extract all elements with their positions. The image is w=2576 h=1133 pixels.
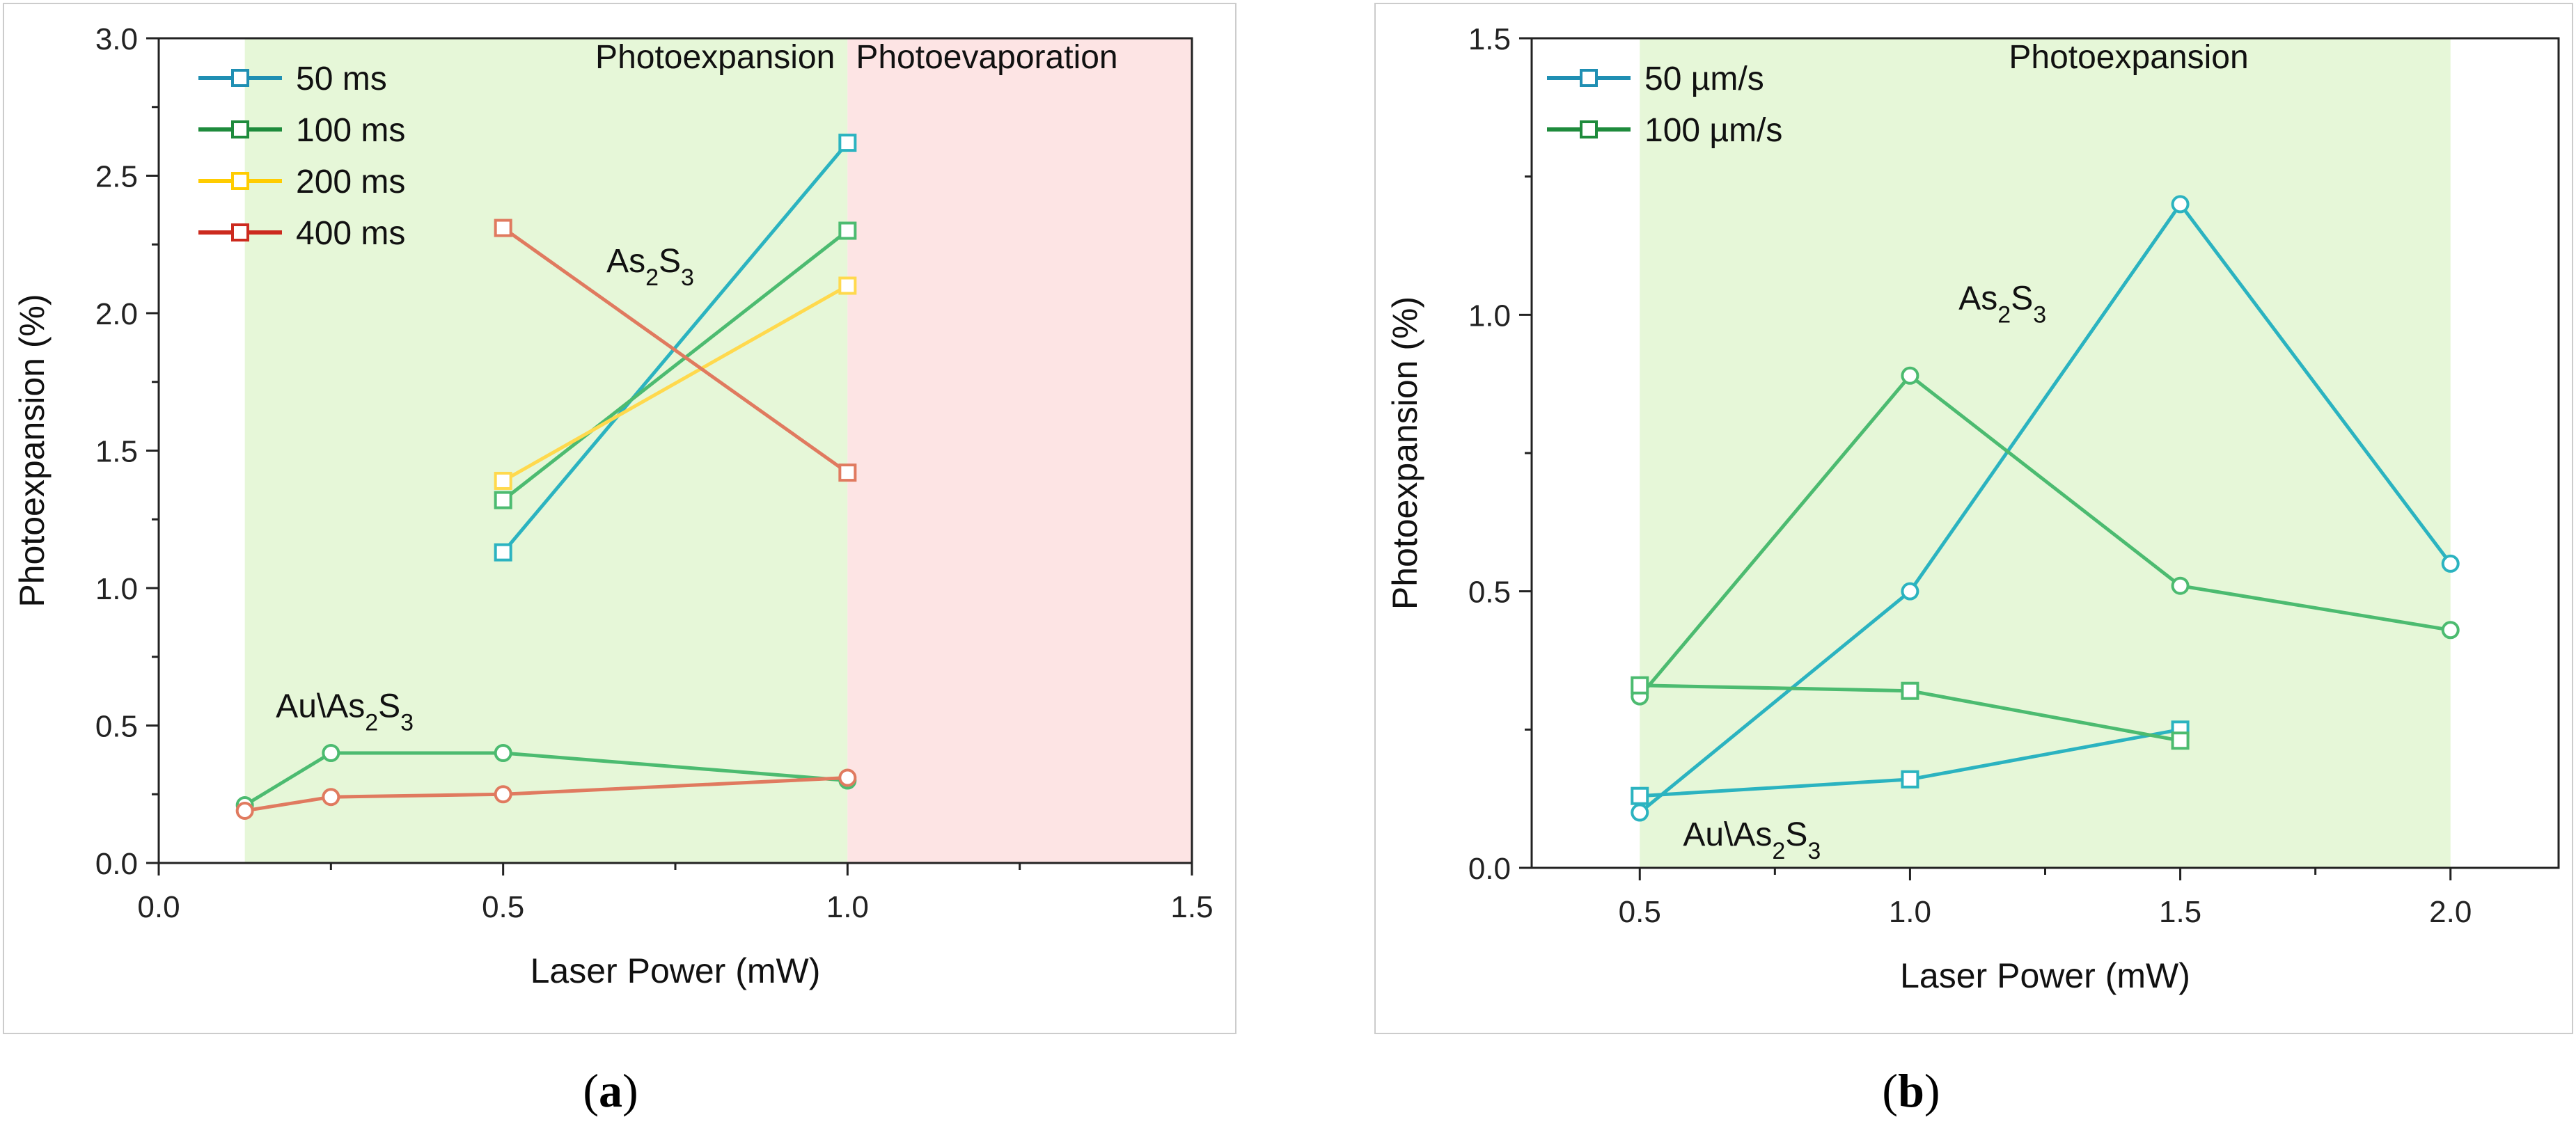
data-point	[1631, 803, 1649, 822]
data-point	[838, 768, 857, 787]
series-line	[244, 751, 848, 807]
legend-label: 100 µm/s	[1644, 112, 1782, 149]
panel-b-axes-frame	[1530, 37, 2560, 869]
region-photoexpansion	[244, 38, 848, 863]
x-axis-label: Laser Power (mW)	[1900, 956, 2190, 995]
region-label: Photoexpansion	[595, 39, 835, 76]
series-line	[1638, 374, 2451, 698]
legend-label: 400 ms	[296, 215, 405, 252]
y-axis-label: Photoexpansion (%)	[1385, 296, 1424, 610]
y-tick-label: 1.5	[95, 435, 138, 469]
data-point	[322, 744, 340, 762]
x-tick-label: 0.5	[1619, 895, 1661, 929]
x-axis-label: Laser Power (mW)	[531, 951, 821, 990]
y-tick-label: 2.0	[95, 297, 138, 331]
data-point	[838, 134, 857, 152]
data-point	[838, 464, 857, 482]
panel-b-chart: Photoexpansion 0.5 1.0 1.5 2.00.00.51.01.5 …	[1374, 3, 2573, 1034]
y-tick-label: 0.5	[95, 710, 138, 744]
data-point	[494, 471, 512, 490]
annotation: Au\As2S3	[276, 688, 414, 736]
region-photoexpansion	[1640, 38, 2451, 868]
series-line	[502, 229, 849, 502]
data-point	[2171, 576, 2190, 595]
series-line	[502, 226, 849, 475]
x-tick-label: 1.5	[1170, 890, 1213, 924]
data-point	[494, 785, 512, 804]
data-point	[2171, 195, 2190, 214]
y-tick-label: 2.5	[95, 160, 138, 194]
region-photoevaporation	[847, 38, 1192, 863]
x-tick-label: 1.0	[1889, 895, 1931, 929]
x-tick-label: 1.0	[826, 890, 869, 924]
data-point	[1631, 786, 1649, 805]
y-tick-label: 1.0	[95, 572, 138, 606]
y-tick-label: 0.0	[95, 847, 138, 881]
panel-b-caption: (b)	[1882, 1064, 1940, 1117]
annotation: As2S3	[1958, 280, 2046, 328]
data-point	[838, 221, 857, 240]
legend-marker	[1580, 120, 1598, 138]
legend-label: 50 ms	[296, 61, 387, 97]
legend-label: 50 µm/s	[1644, 61, 1764, 97]
series-line	[244, 776, 848, 813]
x-tick-label: 1.5	[2159, 895, 2201, 929]
y-tick-label: 1.0	[1468, 299, 1511, 333]
x-tick-label: 0.5	[482, 890, 524, 924]
legend-marker	[231, 172, 249, 190]
data-point	[494, 543, 512, 562]
y-tick-label: 1.5	[1468, 22, 1511, 56]
data-point	[1901, 770, 1919, 789]
data-point	[2441, 621, 2460, 640]
data-point	[2171, 731, 2190, 750]
legend-marker	[231, 120, 249, 138]
region-label: Photoexpansion	[2009, 39, 2248, 76]
y-axis-label: Photoexpansion (%)	[13, 294, 52, 607]
data-point	[235, 801, 254, 820]
y-tick-label: 0.0	[1468, 852, 1511, 886]
legend-marker	[1580, 69, 1598, 87]
legend-marker	[231, 69, 249, 87]
data-point	[2441, 554, 2460, 573]
data-point	[322, 788, 340, 807]
legend-marker	[231, 223, 249, 241]
legend-label: 100 ms	[296, 112, 405, 149]
data-point	[1901, 582, 1919, 601]
panel-a-caption: (a)	[583, 1064, 638, 1117]
data-point	[1901, 366, 1919, 385]
data-point	[1901, 681, 1919, 700]
annotation: As2S3	[606, 243, 694, 291]
x-tick-label: 2.0	[2429, 895, 2472, 929]
panel-a-chart: Photoexpansion Photoevaporation 0.0 0.5 1.0…	[3, 3, 1236, 1034]
annotation: Au\As2S3	[1683, 816, 1821, 864]
panel-a-axes-frame	[157, 37, 1193, 864]
y-tick-label: 0.5	[1468, 576, 1511, 610]
region-label: Photoevaporation	[856, 39, 1117, 76]
data-point	[494, 744, 512, 762]
series-line	[502, 284, 849, 483]
x-tick-label: 0.0	[137, 890, 180, 924]
legend-label: 200 ms	[296, 164, 405, 200]
data-point	[494, 219, 512, 237]
series-line	[1638, 202, 2452, 814]
data-point	[838, 276, 857, 295]
data-point	[1631, 676, 1649, 695]
data-point	[494, 491, 512, 509]
series-line	[501, 141, 849, 554]
y-tick-label: 3.0	[95, 22, 138, 56]
